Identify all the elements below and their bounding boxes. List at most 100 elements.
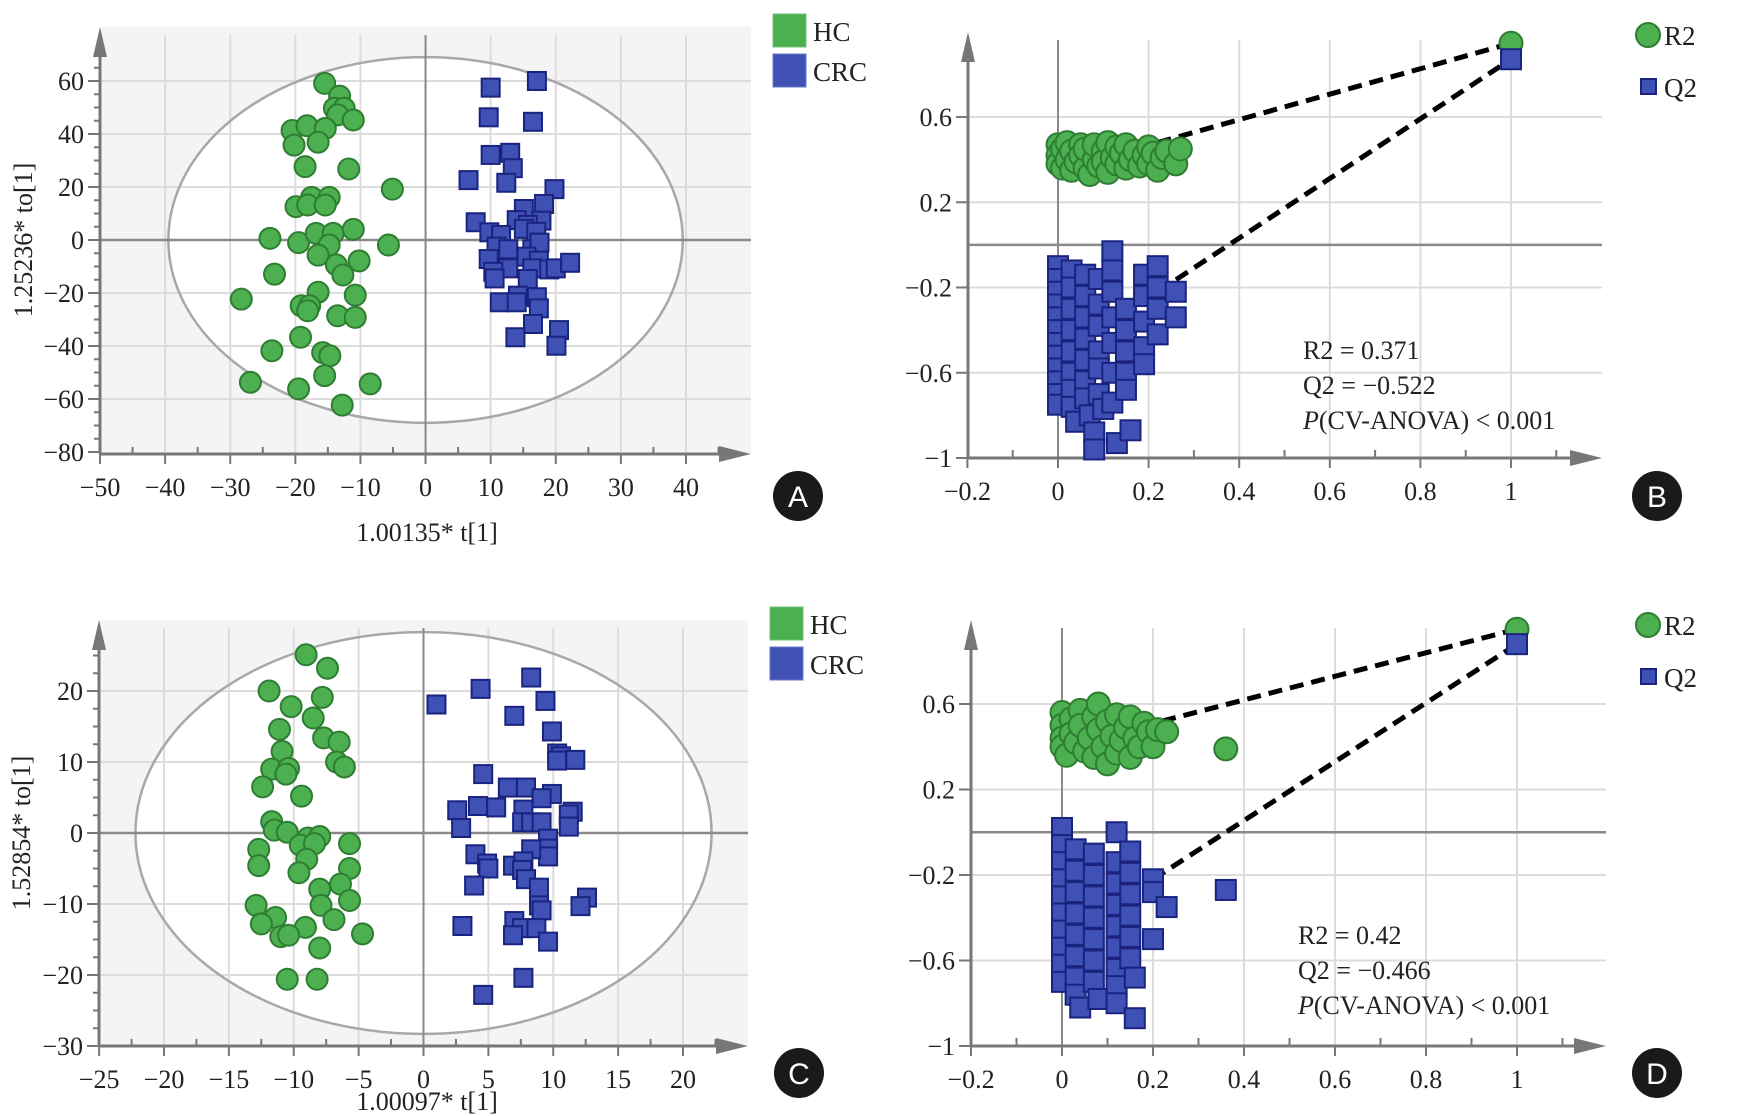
data-point-hc xyxy=(343,305,367,329)
data-point-hc xyxy=(287,231,311,255)
data-point-hc xyxy=(305,967,329,991)
data-point-crc xyxy=(528,877,549,898)
data-point-hc xyxy=(260,339,284,363)
data-point-crc xyxy=(534,193,555,214)
data-point-hc xyxy=(306,130,330,154)
data-point-hc xyxy=(274,762,298,786)
p-value-text: (CV-ANOVA) < 0.001 xyxy=(1319,406,1555,435)
data-point-hc xyxy=(341,108,365,132)
data-point-q2 xyxy=(1064,859,1087,882)
regression-line-r2 xyxy=(1156,40,1512,145)
data-point-hc xyxy=(313,193,337,217)
y-tick-label: −60 xyxy=(43,385,84,414)
data-point-r2 xyxy=(1154,719,1180,745)
panel-badge-label: A xyxy=(788,481,808,514)
legend-swatch-hc xyxy=(769,606,804,641)
x-tick-label: −0.2 xyxy=(944,477,991,506)
data-point-q2 xyxy=(1123,966,1146,989)
x-tick-label: −15 xyxy=(209,1065,250,1094)
y-tick-label: 40 xyxy=(58,120,84,149)
data-point-crc xyxy=(546,335,567,356)
x-tick-label: −50 xyxy=(80,473,121,502)
y-axis-arrow-icon xyxy=(93,27,107,57)
data-point-hc xyxy=(249,912,273,936)
data-point-q2 xyxy=(1506,633,1528,656)
panel-a-score-plot: −50 −40 −30 −20 −10 0 10 20 30 40 −80 −60 −40 −20 0 20 4… xyxy=(9,13,867,547)
data-point-crc xyxy=(522,314,543,335)
data-point-hc xyxy=(275,967,299,991)
data-point-crc xyxy=(535,690,556,711)
data-point-hc xyxy=(330,393,354,417)
data-point-q2 xyxy=(1082,842,1105,865)
data-point-hc xyxy=(293,155,317,179)
panel-d-permutation-plot: −0.2 0 0.2 0.4 0.6 0.8 1 −1 −0.6 −0.2 0.2 0.6 R2 = 0… xyxy=(908,611,1697,1098)
data-point-hc xyxy=(332,755,356,779)
legend-label-crc: CRC xyxy=(810,650,864,680)
y-tick-label: −0.6 xyxy=(908,947,955,976)
x-tick-label: 10 xyxy=(478,473,504,502)
data-point-hc xyxy=(315,656,339,680)
data-point-crc xyxy=(541,721,562,742)
data-point-q2 xyxy=(1133,353,1156,376)
x-tick-label: 0.2 xyxy=(1137,1065,1170,1094)
data-point-crc xyxy=(538,931,559,952)
y-tick-label: 0.6 xyxy=(920,103,953,132)
x-tick-label: 0 xyxy=(419,473,432,502)
data-point-crc xyxy=(565,749,586,770)
p-value-annotation: P(CV-ANOVA) < 0.001 xyxy=(1302,406,1555,435)
data-point-hc xyxy=(258,226,282,250)
data-point-q2 xyxy=(1114,340,1137,363)
data-point-q2 xyxy=(1064,838,1087,861)
data-point-hc xyxy=(327,730,351,754)
x-tick-label: 0.4 xyxy=(1223,477,1256,506)
data-point-hc xyxy=(309,893,333,917)
data-point-hc xyxy=(262,262,286,286)
x-tick-label: −0.2 xyxy=(947,1065,994,1094)
data-point-crc xyxy=(467,796,488,817)
x-tick-label: −10 xyxy=(340,473,381,502)
legend-swatch-crc xyxy=(769,646,804,681)
regression-line-q2 xyxy=(1156,57,1513,294)
data-point-hc xyxy=(310,685,334,709)
data-point-hc xyxy=(287,861,311,885)
y-tick-label: 0 xyxy=(71,226,84,255)
data-point-crc xyxy=(538,846,559,867)
data-point-crc xyxy=(517,268,538,289)
x-tick-label: 5 xyxy=(482,1065,495,1094)
p-value-annotation: P(CV-ANOVA) < 0.001 xyxy=(1297,991,1550,1020)
legend-marker-r2 xyxy=(1635,22,1661,48)
data-point-hc xyxy=(289,325,313,349)
data-point-q2 xyxy=(1164,306,1187,329)
y-tick-label: −20 xyxy=(43,279,84,308)
data-point-q2 xyxy=(1114,378,1137,401)
data-point-crc xyxy=(426,694,447,715)
x-tick-label: 20 xyxy=(543,473,569,502)
x-axis-arrow-icon xyxy=(1574,1038,1606,1054)
data-point-q2 xyxy=(1114,319,1137,342)
data-point-crc xyxy=(489,292,510,313)
data-point-q2 xyxy=(1123,1007,1146,1030)
data-point-crc xyxy=(497,777,518,798)
data-point-q2 xyxy=(1146,297,1169,320)
data-point-hc xyxy=(290,784,314,808)
data-point-crc xyxy=(570,896,591,917)
data-point-hc xyxy=(229,287,253,311)
data-point-crc xyxy=(478,858,499,879)
data-point-hc xyxy=(313,364,337,388)
data-point-crc xyxy=(464,875,485,896)
y-tick-label: −0.2 xyxy=(905,274,952,303)
y-tick-label: 20 xyxy=(57,677,83,706)
data-point-crc xyxy=(452,916,473,937)
data-point-hc xyxy=(308,936,332,960)
data-point-hc xyxy=(337,157,361,181)
data-point-crc xyxy=(522,111,543,132)
data-point-crc xyxy=(451,818,472,839)
data-point-crc xyxy=(504,705,525,726)
data-point-hc xyxy=(301,706,325,730)
y-tick-label: 20 xyxy=(58,173,84,202)
data-point-q2 xyxy=(1064,923,1087,946)
x-tick-label: 20 xyxy=(670,1065,696,1094)
p-symbol: P xyxy=(1297,991,1314,1020)
data-point-crc xyxy=(503,925,524,946)
data-point-crc xyxy=(496,172,517,193)
